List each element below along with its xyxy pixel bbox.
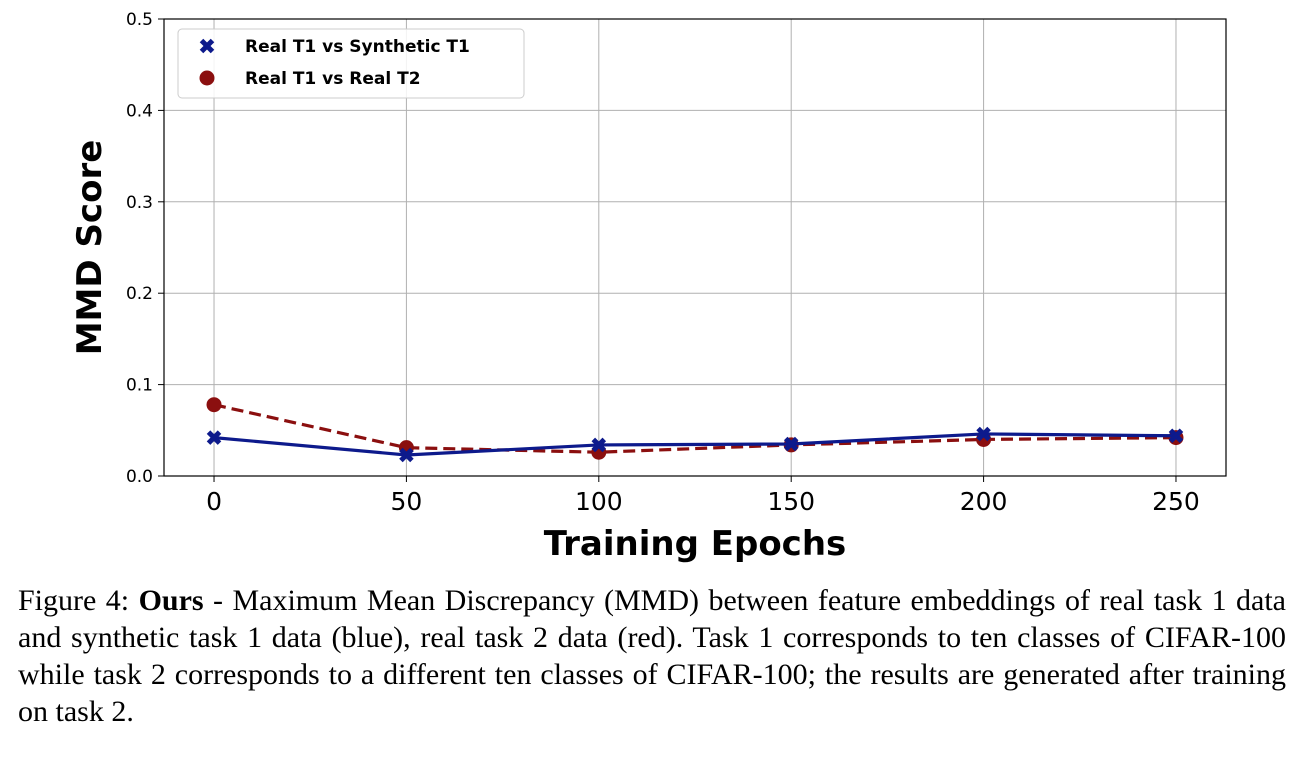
y-tick-label: 0.0	[126, 467, 153, 487]
legend-box	[177, 28, 525, 99]
y-tick-label: 0.3	[126, 193, 153, 213]
series-line	[213, 432, 1176, 457]
y-tick-label: 0.2	[126, 284, 153, 304]
x-tick-label: 0	[206, 487, 222, 516]
x-tick-label: 250	[1152, 487, 1200, 516]
legend-label: Real T1 vs Synthetic T1	[245, 37, 470, 57]
marker-stroke	[1168, 428, 1184, 444]
y-axis-label: MMD Score	[70, 140, 110, 356]
series-layer	[206, 397, 1184, 463]
data-point	[783, 436, 799, 452]
caption-prefix: Figure 4:	[18, 584, 139, 617]
series-0	[206, 426, 1184, 463]
plot-frame	[163, 18, 1227, 477]
legend-label: Real T1 vs Real T2	[245, 69, 421, 89]
x-tick-label: 100	[575, 487, 623, 516]
data-point	[206, 397, 222, 413]
x-tick-label: 50	[391, 487, 423, 516]
marker-stroke	[976, 426, 991, 442]
legend-marker	[199, 38, 215, 54]
marker-stroke	[206, 430, 222, 445]
y-tick-label: 0.1	[126, 376, 153, 396]
data-point	[976, 426, 991, 442]
legend-item: Real T1 vs Synthetic T1	[199, 37, 470, 57]
x-axis-label: Training Epochs	[544, 524, 847, 564]
legend-item: Real T1 vs Real T2	[199, 69, 421, 89]
mmd-line-chart: 0 50 100 150 200 250 0.0 0.1 0.2 0.3 0.4 0.5 Traini…	[70, 10, 1227, 564]
x-tick-label: 200	[960, 487, 1008, 516]
series-line	[213, 403, 1176, 454]
axis-ticks: 0 50 100 150 200 250 0.0 0.1 0.2 0.3 0.4 0.5	[126, 10, 1200, 516]
figure-caption: Figure 4: Ours - Maximum Mean Discrepanc…	[18, 582, 1286, 730]
legend: Real T1 vs Synthetic T1 Real T1 vs Real T…	[177, 28, 525, 99]
caption-text: - Maximum Mean Discrepancy (MMD) between…	[18, 584, 1286, 728]
marker-stroke	[399, 447, 414, 463]
marker-stroke	[199, 38, 215, 54]
caption-bold: Ours	[138, 584, 204, 617]
data-point	[399, 447, 414, 463]
marker-stroke	[591, 437, 607, 453]
data-point	[206, 430, 222, 445]
x-tick-label: 150	[767, 487, 815, 516]
data-point	[591, 437, 607, 453]
data-point	[1168, 428, 1184, 444]
y-tick-label: 0.5	[126, 10, 153, 30]
y-tick-label: 0.4	[126, 101, 153, 121]
legend-marker	[199, 70, 215, 86]
marker-stroke	[783, 436, 799, 452]
